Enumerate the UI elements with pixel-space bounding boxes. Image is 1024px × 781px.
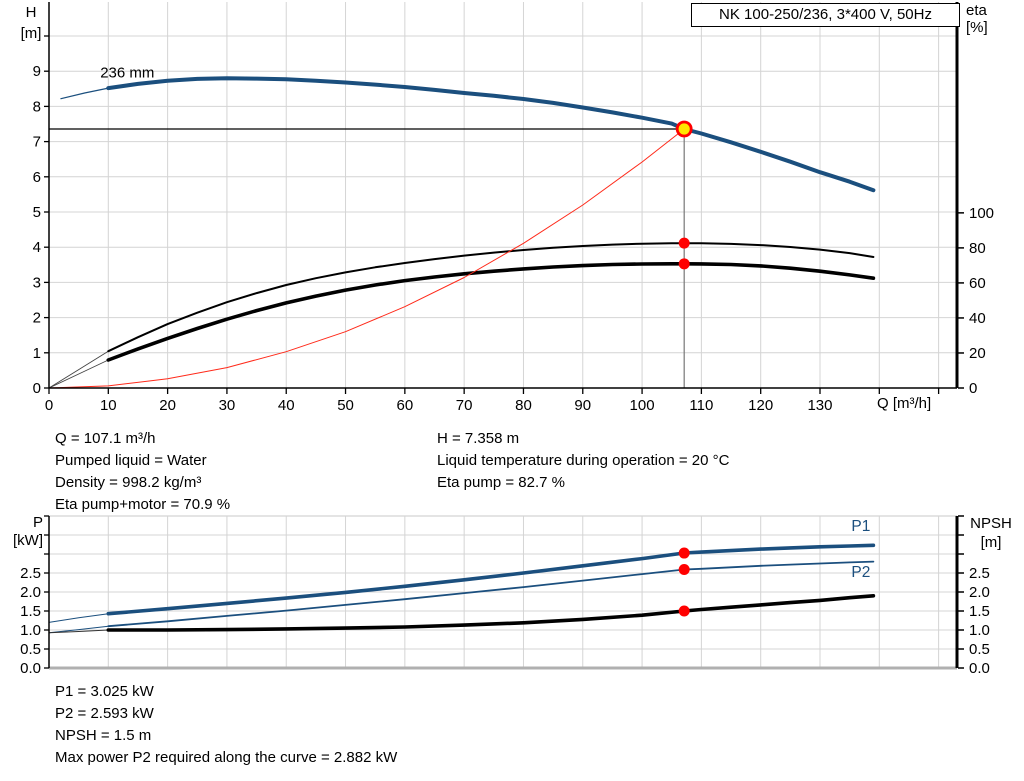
right-axis-tick-label: 20 [969, 345, 986, 362]
x-axis-tick-label: 50 [337, 397, 354, 414]
h-axis-label-symbol: H [25, 4, 37, 21]
eta-axis-label-unit: [%] [966, 19, 988, 36]
info-head: H = 7.358 m [437, 430, 520, 447]
right-axis-tick-label: 2.0 [969, 584, 990, 601]
right-axis-tick-label: 2.5 [969, 565, 990, 582]
x-axis-tick-label: 110 [689, 397, 713, 414]
right-axis-tick-label: 0 [969, 380, 977, 397]
p2-series-label: P2 [851, 564, 870, 581]
x-axis-tick-label: 40 [278, 397, 295, 414]
left-axis-tick-label: 1 [33, 345, 41, 362]
left-axis-tick-label: 5 [33, 204, 41, 221]
impeller-diameter-label: 236 mm [100, 65, 154, 82]
left-axis-tick-label: 1.0 [20, 622, 41, 639]
info-p1: P1 = 3.025 kW [55, 683, 154, 700]
h-axis-label: H [m] [14, 2, 48, 44]
x-axis-tick-label: 20 [159, 397, 176, 414]
eta-pump-leadin [48, 350, 109, 389]
npsh-curve [106, 593, 876, 632]
x-axis-tick-label: 70 [456, 397, 473, 414]
p2-curve [107, 560, 875, 628]
p-axis-label-symbol: P [32, 514, 43, 531]
left-axis-tick-label: 0.0 [20, 660, 41, 677]
x-axis-tick-label: 0 [45, 397, 53, 414]
npsh-leadin [48, 629, 109, 634]
p-axis-label-unit: [kW] [13, 532, 43, 549]
qh-curve-236mm [106, 76, 876, 193]
right-axis-tick-label: 40 [969, 310, 986, 327]
left-axis-tick-label: 2 [33, 310, 41, 327]
info-eta-pump: Eta pump = 82.7 % [437, 474, 565, 491]
x-axis-tick-label: 60 [397, 397, 414, 414]
left-axis-tick-label: 4 [33, 239, 41, 256]
system-curve [48, 128, 685, 389]
left-axis-tick-label: 0 [33, 380, 41, 397]
npsh-duty-dot [678, 605, 690, 617]
right-axis-tick-label: 1.0 [969, 622, 990, 639]
info-flow: Q = 107.1 m³/h [55, 430, 156, 447]
x-axis-tick-label: 100 [630, 397, 655, 414]
eta-axis-label: eta [%] [966, 2, 1016, 36]
p2-leadin [48, 625, 109, 634]
info-liquid-temperature: Liquid temperature during operation = 20… [437, 452, 730, 469]
qh-curve-leadin [60, 87, 109, 100]
right-axis-tick-label: 0.0 [969, 660, 990, 677]
eta-axis-label-symbol: eta [966, 2, 987, 19]
q-axis-label: Q [m³/h] [877, 395, 932, 412]
duty-point [675, 120, 693, 138]
left-axis-tick-label: 3 [33, 274, 41, 291]
x-axis-tick-label: 80 [515, 397, 532, 414]
p2-duty-dot [678, 563, 690, 575]
x-axis-tick-label: 90 [574, 397, 591, 414]
info-max-power-p2: Max power P2 required along the curve = … [55, 749, 398, 766]
right-axis-tick-label: 60 [969, 275, 986, 292]
left-axis-tick-label: 6 [33, 169, 41, 186]
x-axis-tick-label: 30 [219, 397, 236, 414]
duty-info-left: Q = 107.1 m³/h Pumped liquid = Water Den… [55, 428, 230, 516]
right-axis-tick-label: 0.5 [969, 641, 990, 658]
duty-info-right: H = 7.358 m Liquid temperature during op… [437, 428, 729, 494]
left-axis-tick-label: 0.5 [20, 641, 41, 658]
p1-curve [106, 543, 876, 616]
info-pumped-liquid: Pumped liquid = Water [55, 452, 207, 469]
p1-duty-dot [678, 547, 690, 559]
info-npsh: NPSH = 1.5 m [55, 727, 152, 744]
info-p2: P2 = 2.593 kW [55, 705, 154, 722]
left-axis-tick-label: 8 [33, 98, 41, 115]
power-info-block: P1 = 3.025 kW P2 = 2.593 kW NPSH = 1.5 m… [55, 681, 397, 769]
x-axis-tick-label: 120 [748, 397, 773, 414]
right-axis-tick-label: 1.5 [969, 603, 990, 620]
eta-pump-motor-duty-dot [678, 258, 690, 270]
npsh-axis-label-symbol: NPSH [970, 515, 1012, 532]
left-axis-tick-label: 2.0 [20, 584, 41, 601]
info-eta-pump-motor: Eta pump+motor = 70.9 % [55, 496, 231, 513]
left-axis-tick-label: 7 [33, 134, 41, 151]
p1-leadin [48, 613, 109, 623]
left-axis-tick-label: 1.5 [20, 603, 41, 620]
npsh-axis-label-unit: [m] [980, 534, 1002, 551]
npsh-axis-label: NPSH [m] [962, 514, 1020, 552]
right-axis-tick-label: 80 [969, 240, 986, 257]
left-axis-tick-label: 2.5 [20, 565, 41, 582]
eta-pump-motor-leadin [48, 359, 109, 389]
x-axis-tick-label: 10 [100, 397, 117, 414]
h-axis-label-unit: [m] [20, 25, 42, 42]
p1-series-label: P1 [851, 518, 870, 535]
eta-pump-duty-dot [678, 237, 690, 249]
eta-pump-curve [107, 242, 875, 353]
x-axis-tick-label: 130 [807, 397, 832, 414]
eta-pump-motor-curve [106, 261, 876, 362]
p-axis-label: P [kW] [0, 514, 43, 550]
right-axis-tick-label: 100 [969, 205, 994, 222]
info-density: Density = 998.2 kg/m³ [55, 474, 202, 491]
left-axis-tick-label: 9 [33, 63, 41, 80]
pump-title-box: NK 100-250/236, 3*400 V, 50Hz [691, 3, 960, 27]
